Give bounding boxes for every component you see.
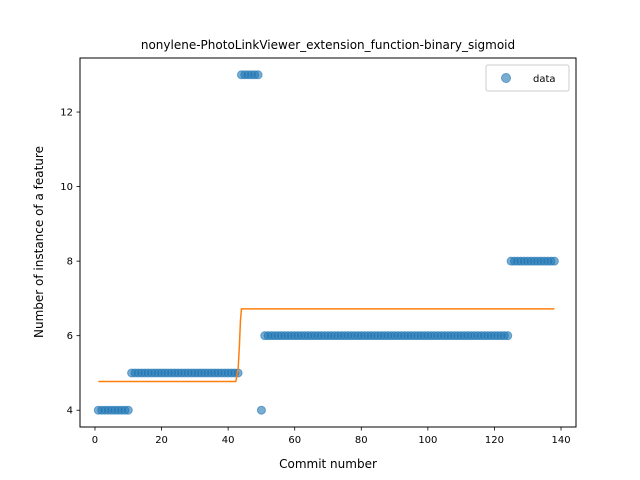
chart-title: nonylene-PhotoLinkViewer_extension_funct… [141, 38, 515, 52]
x-tick-label: 120 [485, 435, 504, 446]
legend: data [485, 64, 570, 92]
data-point [253, 70, 263, 80]
plot-frame [79, 57, 577, 428]
plot-content [93, 70, 559, 415]
y-tick-label: 4 [67, 406, 73, 417]
y-axis: 4 6 8 10 12 [60, 108, 80, 417]
data-point [123, 405, 133, 415]
x-tick-label: 40 [222, 435, 235, 446]
fit-line [98, 308, 555, 383]
y-tick-label: 10 [60, 182, 73, 193]
legend-marker [501, 73, 511, 83]
x-tick-label: 0 [92, 435, 98, 446]
y-axis-title: Number of instance of a feature [32, 146, 46, 338]
x-axis: 0 20 40 60 80 100 120 140 [92, 427, 571, 446]
y-tick-label: 6 [67, 331, 73, 342]
data-point [549, 256, 559, 266]
y-tick-label: 12 [60, 108, 73, 119]
x-axis-title: Commit number [279, 457, 377, 471]
x-tick-label: 20 [155, 435, 168, 446]
x-tick-label: 140 [551, 435, 570, 446]
x-tick-label: 100 [418, 435, 437, 446]
legend-label: data [533, 74, 556, 85]
data-point [256, 405, 266, 415]
legend-box [485, 64, 570, 92]
data-point [503, 331, 513, 341]
y-tick-label: 8 [67, 257, 73, 268]
x-tick-label: 80 [355, 435, 368, 446]
x-tick-label: 60 [288, 435, 301, 446]
